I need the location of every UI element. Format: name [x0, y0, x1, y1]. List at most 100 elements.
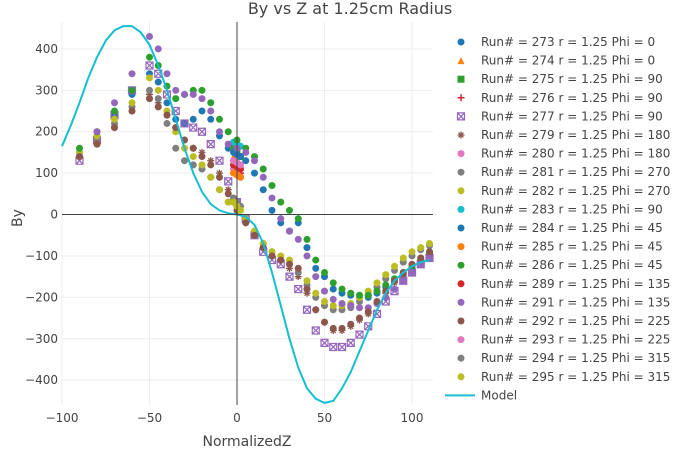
legend-item[interactable]: Model: [445, 388, 517, 402]
legend-item[interactable]: Run# = 283 r = 1.25 Phi = 90: [457, 202, 663, 216]
data-point: [286, 227, 293, 235]
data-point: [321, 287, 328, 295]
data-point: [76, 153, 83, 161]
data-point: [128, 99, 136, 107]
legend-swatch: [456, 112, 466, 121]
legend-item[interactable]: Run# = 275 r = 1.25 Phi = 90: [457, 72, 663, 86]
legend-item[interactable]: Run# = 279 r = 1.25 Phi = 180: [457, 128, 671, 142]
data-point: [312, 264, 320, 272]
legend-label: Run# = 284 r = 1.25 Phi = 45: [481, 221, 663, 235]
data-point: [356, 314, 363, 322]
x-tick-label: −100: [46, 411, 79, 425]
legend-item[interactable]: Run# = 289 r = 1.25 Phi = 135: [457, 277, 671, 291]
data-point: [207, 173, 215, 181]
data-point: [408, 248, 416, 256]
legend-item[interactable]: Run# = 273 r = 1.25 Phi = 0: [457, 35, 656, 49]
data-point: [207, 115, 215, 123]
data-point: [399, 277, 407, 285]
data-point: [197, 127, 207, 136]
legend-item[interactable]: Run# = 285 r = 1.25 Phi = 45: [457, 240, 663, 254]
data-point: [399, 254, 407, 262]
legend-item[interactable]: Run# = 291 r = 1.25 Phi = 135: [457, 295, 671, 309]
legend-item[interactable]: Run# = 295 r = 1.25 Phi = 315: [457, 370, 671, 384]
x-tick-label: 100: [401, 411, 424, 425]
y-tick-label: 300: [35, 83, 58, 97]
data-point: [172, 86, 180, 94]
legend-swatch: [457, 57, 465, 65]
legend-item[interactable]: Run# = 276 r = 1.25 Phi = 90: [457, 91, 663, 105]
legend-item[interactable]: Run# = 286 r = 1.25 Phi = 45: [457, 258, 663, 272]
legend-label: Run# = 274 r = 1.25 Phi = 0: [481, 54, 655, 68]
data-point: [146, 32, 153, 40]
data-point: [321, 269, 328, 277]
data-point: [417, 244, 425, 252]
legend-item[interactable]: Run# = 294 r = 1.25 Phi = 315: [457, 351, 671, 365]
data-point: [242, 148, 250, 156]
data-point: [303, 252, 311, 260]
legend-label: Run# = 292 r = 1.25 Phi = 225: [481, 314, 670, 328]
legend-item[interactable]: Run# = 281 r = 1.25 Phi = 270: [457, 165, 671, 179]
data-point: [224, 186, 232, 194]
x-tick-label: −50: [137, 411, 162, 425]
legend-item[interactable]: Run# = 284 r = 1.25 Phi = 45: [457, 221, 663, 235]
legend-label: Run# = 291 r = 1.25 Phi = 135: [481, 295, 670, 309]
data-point: [146, 90, 153, 98]
data-point: [189, 90, 197, 98]
data-point: [146, 95, 153, 103]
data-point: [128, 107, 136, 115]
data-point: [206, 140, 215, 149]
y-tick-label: 400: [35, 42, 58, 56]
data-point: [154, 99, 162, 107]
data-point: [303, 289, 311, 297]
legend-label: Run# = 273 r = 1.25 Phi = 0: [481, 35, 655, 49]
data-point: [364, 291, 372, 299]
data-point: [347, 320, 355, 328]
legend-label: Run# = 293 r = 1.25 Phi = 225: [481, 333, 670, 347]
data-point: [93, 128, 101, 136]
y-axis-label: By: [10, 209, 26, 227]
legend-label: Run# = 275 r = 1.25 Phi = 90: [481, 72, 663, 86]
legend-swatch: [457, 187, 465, 195]
data-point: [237, 173, 244, 181]
data-point: [312, 306, 320, 314]
data-point: [198, 107, 206, 115]
data-point: [180, 119, 189, 128]
data-point: [154, 45, 162, 53]
y-tick-label: 100: [35, 166, 58, 180]
data-point: [207, 99, 215, 107]
legend-item[interactable]: Run# = 282 r = 1.25 Phi = 270: [457, 184, 671, 198]
data-point: [146, 74, 153, 82]
data-point: [338, 324, 346, 332]
legend-swatch: [457, 354, 465, 362]
legend-item[interactable]: Run# = 280 r = 1.25 Phi = 180: [457, 147, 671, 161]
data-point: [355, 330, 364, 339]
data-point: [224, 190, 232, 198]
legend-item[interactable]: Run# = 292 r = 1.25 Phi = 225: [457, 314, 671, 328]
legend-label: Run# = 282 r = 1.25 Phi = 270: [481, 184, 670, 198]
legend-item[interactable]: Run# = 277 r = 1.25 Phi = 90: [456, 109, 663, 123]
data-point: [356, 304, 363, 312]
data-point: [172, 144, 180, 152]
data-point: [426, 248, 433, 256]
legend-item[interactable]: Run# = 274 r = 1.25 Phi = 0: [457, 54, 656, 68]
data-point: [391, 285, 398, 293]
data-point: [303, 277, 311, 285]
legend-swatch: [457, 94, 465, 102]
data-point: [268, 194, 276, 202]
legend-swatch: [457, 373, 465, 381]
legend-label: Run# = 280 r = 1.25 Phi = 180: [481, 147, 670, 161]
data-point: [338, 300, 346, 308]
x-tick-label: 50: [317, 411, 332, 425]
y-tick-label: −400: [25, 373, 58, 387]
y-tick-label: −200: [25, 290, 58, 304]
data-point: [207, 157, 215, 165]
data-point: [224, 177, 233, 186]
data-point: [268, 252, 276, 260]
data-point: [154, 78, 162, 86]
legend-swatch: [457, 243, 465, 251]
data-point: [111, 115, 118, 123]
legend-item[interactable]: Run# = 293 r = 1.25 Phi = 225: [457, 333, 671, 347]
data-point: [189, 153, 197, 161]
data-point: [391, 262, 398, 270]
data-point: [329, 295, 337, 303]
